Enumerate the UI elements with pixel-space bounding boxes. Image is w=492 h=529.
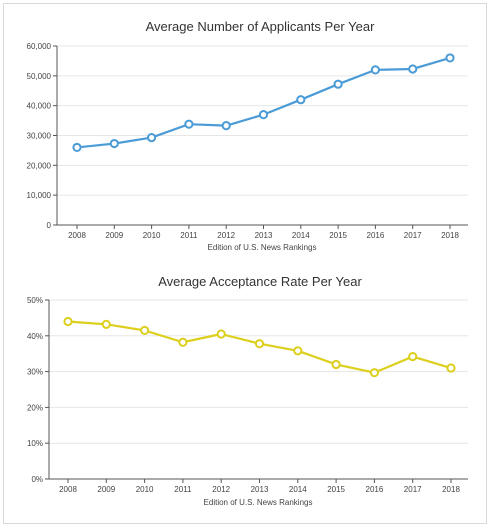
data-point xyxy=(147,132,157,143)
series xyxy=(72,53,455,153)
x-axis-label: Edition of U.S. News Rankings xyxy=(204,498,313,507)
data-point xyxy=(331,359,341,370)
x-tick-label: 2011 xyxy=(174,485,192,494)
y-tick-label: 0% xyxy=(31,475,43,484)
data-point xyxy=(446,363,456,373)
x-tick-label: 2017 xyxy=(404,485,422,494)
data-point xyxy=(63,316,73,327)
x-axis-label: Edition of U.S. News Rankings xyxy=(208,243,317,252)
y-tick-label: 10% xyxy=(27,439,43,448)
x-tick-label: 2015 xyxy=(329,231,347,240)
data-point xyxy=(254,339,265,349)
data-point xyxy=(101,319,111,329)
x-tick-label: 2017 xyxy=(404,231,422,240)
y-tick-label: 50% xyxy=(27,296,43,305)
data-point xyxy=(369,368,379,378)
data-point xyxy=(140,325,150,336)
axes xyxy=(53,45,468,229)
chart-applicants: Average Number of Applicants Per Year 0 1… xyxy=(27,19,468,252)
x-tick-label: 2014 xyxy=(292,231,310,240)
data-point xyxy=(333,79,343,89)
y-tick-label: 30% xyxy=(27,368,43,377)
chart-title: Average Number of Applicants Per Year xyxy=(146,19,376,34)
data-point xyxy=(370,65,380,75)
x-tick-label: 2008 xyxy=(59,485,77,494)
x-tick-label: 2014 xyxy=(289,485,307,494)
axes xyxy=(45,299,468,483)
y-tick-label: 10,000 xyxy=(27,191,52,200)
y-tick-labels: 0 10,000 20,000 30,000 40,000 50,000 60,000 xyxy=(27,42,52,230)
series-line xyxy=(76,56,451,149)
x-tick-labels: 2008 2009 2010 2011 2012 2013 2014 2015 2016 2017… xyxy=(59,485,460,494)
x-tick-label: 2013 xyxy=(251,485,269,494)
y-tick-label: 40% xyxy=(27,332,43,341)
x-tick-label: 2009 xyxy=(97,485,115,494)
figure-frame xyxy=(3,3,487,524)
data-point xyxy=(296,95,306,105)
y-tick-label: 20% xyxy=(27,403,43,412)
chart-title: Average Acceptance Rate Per Year xyxy=(158,274,362,289)
y-tick-labels: 0% 10% 20% 30% 40% 50% xyxy=(27,296,43,484)
x-tick-label: 2008 xyxy=(68,231,86,240)
y-tick-label: 30,000 xyxy=(27,132,52,141)
x-tick-label: 2010 xyxy=(143,231,161,240)
data-point xyxy=(109,138,119,149)
data-point xyxy=(221,121,231,131)
gridlines xyxy=(57,45,468,196)
data-point xyxy=(445,53,455,63)
x-tick-label: 2010 xyxy=(136,485,154,494)
data-point xyxy=(408,351,418,362)
chart-acceptance-rate: Average Acceptance Rate Per Year 0% 10% 20… xyxy=(27,274,468,507)
data-point xyxy=(408,64,418,74)
x-tick-label: 2018 xyxy=(441,231,459,240)
y-tick-label: 0 xyxy=(47,221,52,230)
gridlines xyxy=(49,299,468,444)
data-point xyxy=(72,142,82,153)
series xyxy=(63,316,456,378)
x-tick-label: 2009 xyxy=(105,231,123,240)
data-point xyxy=(293,346,303,356)
y-tick-label: 60,000 xyxy=(27,42,52,51)
x-tick-label: 2018 xyxy=(442,485,460,494)
x-tick-label: 2012 xyxy=(217,231,235,240)
x-tick-label: 2011 xyxy=(180,231,198,240)
y-tick-label: 40,000 xyxy=(27,102,52,111)
data-point xyxy=(184,119,194,129)
x-tick-label: 2015 xyxy=(327,485,345,494)
data-point xyxy=(258,110,269,120)
x-tick-label: 2016 xyxy=(367,231,385,240)
y-tick-label: 50,000 xyxy=(27,72,52,81)
x-tick-label: 2012 xyxy=(212,485,230,494)
data-point xyxy=(216,329,226,339)
x-tick-labels: 2008 2009 2010 2011 2012 2013 2014 2015 2016 2017… xyxy=(68,231,459,240)
y-tick-label: 20,000 xyxy=(27,161,52,170)
x-tick-label: 2013 xyxy=(255,231,273,240)
data-point xyxy=(178,337,188,347)
x-tick-label: 2016 xyxy=(366,485,384,494)
